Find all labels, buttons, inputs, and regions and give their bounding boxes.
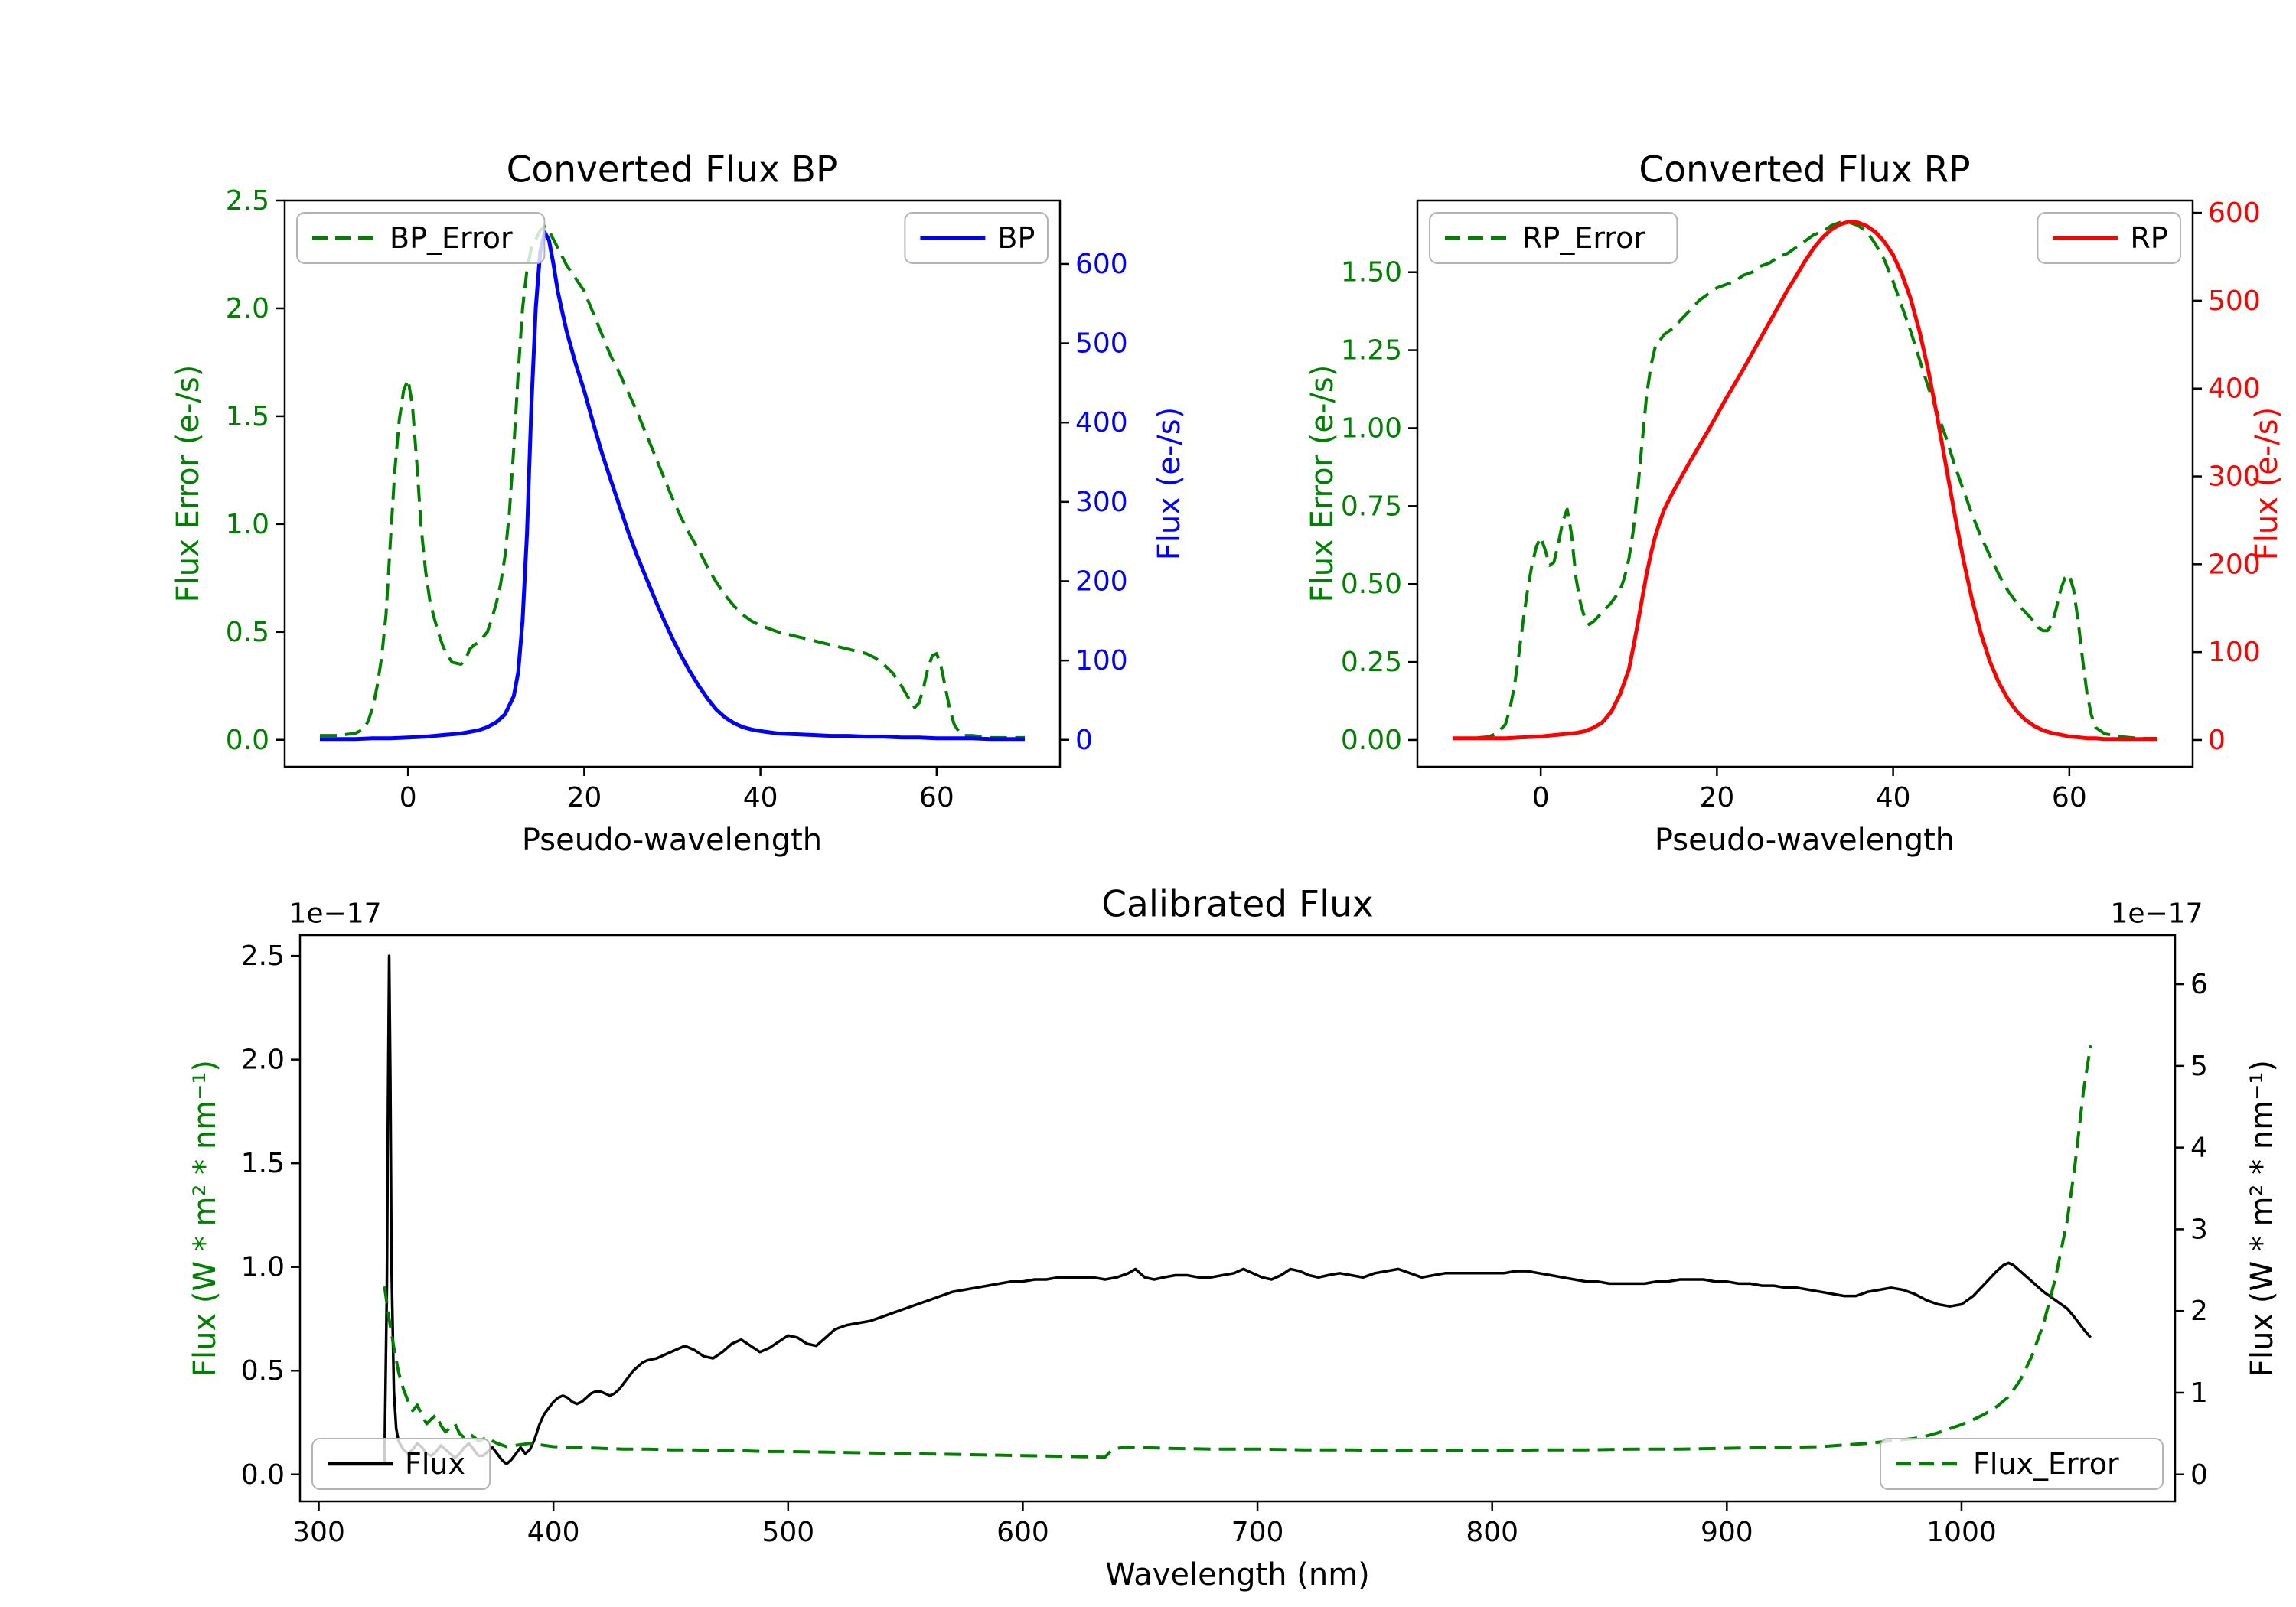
legend-bp-error	[296, 212, 546, 264]
y-tick-label-left: 1.5	[226, 401, 269, 432]
y-tick-label-left: 1.5	[241, 1148, 285, 1179]
chart-title-cal: Calibrated Flux	[1101, 883, 1374, 926]
y-tick-label-right: 400	[2208, 373, 2261, 405]
y-tick-label-left: 0.00	[1341, 725, 1402, 756]
legend-flux	[311, 1438, 491, 1490]
y-tick-label-right: 100	[1075, 645, 1128, 676]
y-tick-label-left: 0.50	[1341, 569, 1402, 600]
y-tick-label-left: 2.0	[241, 1045, 285, 1076]
y-tick-label-left: 0.0	[226, 725, 269, 756]
cal-offset-right: 1e−17	[2110, 898, 2203, 930]
cal-ylabel-left: Flux (W * m² * nm⁻¹)	[188, 1060, 223, 1377]
rp-plot-area	[1453, 220, 2157, 742]
bp-axes-spines	[283, 199, 1062, 768]
y-tick-label-left: 0.0	[241, 1459, 285, 1491]
x-tick-label: 500	[762, 1517, 814, 1548]
legend-label: BP_Error	[390, 221, 513, 255]
y-tick-label-right: 100	[2208, 637, 2261, 668]
x-tick-label: 60	[919, 782, 954, 813]
x-tick-label: 900	[1701, 1517, 1753, 1548]
x-tick-label: 60	[2052, 782, 2087, 813]
series-bp	[320, 230, 1025, 742]
y-tick-label-right: 500	[2208, 285, 2261, 317]
series-flux	[383, 954, 2092, 1465]
series-rp	[1453, 220, 2157, 742]
x-tick-label: 600	[996, 1517, 1049, 1548]
y-tick-label-right: 600	[2208, 197, 2261, 229]
x-tick-label: 20	[1699, 782, 1734, 813]
cal-offset-left: 1e−17	[289, 898, 382, 930]
rp-axes-spines	[1416, 199, 2194, 768]
y-tick-label-left: 2.5	[226, 185, 269, 217]
x-tick-label: 20	[566, 782, 602, 813]
y-tick-label-right: 1	[2190, 1377, 2208, 1409]
y-tick-label-left: 2.0	[226, 293, 269, 324]
legend-label: BP	[997, 221, 1035, 255]
x-tick-label: 40	[1876, 782, 1911, 813]
y-tick-label-right: 500	[1075, 328, 1128, 360]
y-tick-label-right: 300	[2208, 461, 2261, 493]
legend-flux-error	[1880, 1438, 2164, 1490]
y-tick-label-right: 200	[1075, 566, 1128, 597]
y-tick-label-right: 2	[2190, 1296, 2208, 1327]
cal-plot-area	[383, 954, 2092, 1465]
chart-title-bp: Converted Flux BP	[506, 148, 838, 191]
bp-ylabel-left: Flux Error (e-/s)	[171, 364, 206, 603]
y-tick-label-left: 1.50	[1341, 257, 1402, 288]
y-tick-label-right: 400	[1075, 407, 1128, 438]
y-tick-label-right: 5	[2190, 1051, 2208, 1082]
x-tick-label: 0	[1532, 782, 1550, 813]
x-tick-label: 1000	[1926, 1517, 1997, 1548]
y-tick-label-right: 6	[2190, 969, 2208, 1000]
y-tick-label-left: 0.25	[1341, 647, 1402, 678]
series-flux_error	[383, 1045, 2092, 1459]
y-tick-label-right: 3	[2190, 1214, 2208, 1245]
legend-label: Flux_Error	[1973, 1447, 2119, 1481]
bp-plot-area	[320, 224, 1025, 742]
cal-ylabel-right: Flux (W * m² * nm⁻¹)	[2245, 1060, 2280, 1377]
legend-label: RP	[2130, 221, 2167, 255]
x-tick-label: 700	[1231, 1517, 1284, 1548]
cal-xlabel: Wavelength (nm)	[1105, 1557, 1370, 1592]
y-tick-label-left: 0.5	[226, 617, 269, 648]
y-tick-label-left: 0.5	[241, 1355, 285, 1387]
y-tick-label-right: 600	[1075, 249, 1128, 280]
y-tick-label-right: 0	[2190, 1459, 2208, 1491]
y-tick-label-left: 1.25	[1341, 335, 1402, 367]
x-tick-label: 40	[743, 782, 778, 813]
x-tick-label: 400	[527, 1517, 580, 1548]
x-tick-label: 800	[1466, 1517, 1518, 1548]
rp-xlabel: Pseudo-wavelength	[1654, 823, 1955, 858]
bp-ylabel-right: Flux (e-/s)	[1152, 406, 1187, 561]
series-bp_error	[320, 224, 1025, 739]
y-tick-label-left: 1.00	[1341, 412, 1402, 444]
y-tick-label-right: 0	[1075, 725, 1093, 756]
x-tick-label: 300	[292, 1517, 345, 1548]
legend-label: RP_Error	[1522, 221, 1645, 255]
bp-xlabel: Pseudo-wavelength	[521, 823, 823, 858]
series-rp_error	[1453, 220, 2157, 740]
y-tick-label-right: 4	[2190, 1133, 2208, 1164]
legend-label: Flux	[405, 1447, 465, 1481]
rp-ylabel-right: Flux (e-/s)	[2249, 406, 2285, 561]
legend-rp-error	[1429, 212, 1678, 264]
y-tick-label-right: 0	[2208, 725, 2226, 756]
x-tick-label: 0	[400, 782, 417, 813]
y-tick-label-left: 2.5	[241, 940, 285, 972]
rp-ylabel-left: Flux Error (e-/s)	[1305, 364, 1340, 603]
y-tick-label-right: 200	[2208, 549, 2261, 580]
cal-axes-spines	[298, 934, 2177, 1503]
y-tick-label-left: 1.0	[241, 1252, 285, 1283]
y-tick-label-right: 300	[1075, 487, 1128, 518]
chart-title-rp: Converted Flux RP	[1639, 148, 1971, 191]
y-tick-label-left: 1.0	[226, 509, 269, 540]
y-tick-label-left: 0.75	[1341, 491, 1402, 522]
